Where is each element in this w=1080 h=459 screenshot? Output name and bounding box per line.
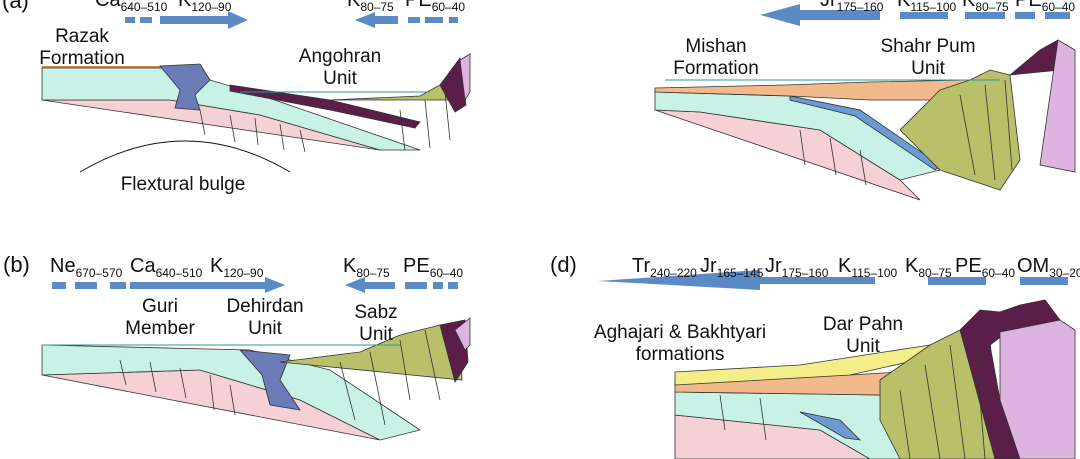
age-range: 165–145 — [717, 266, 764, 280]
age-range: 60–40 — [1042, 0, 1076, 14]
age-range: 115–100 — [910, 0, 956, 14]
age-range: 60–40 — [430, 266, 464, 280]
age-symbol: K — [905, 255, 919, 277]
age-symbol: Jr — [765, 255, 782, 277]
age-symbol: K — [897, 0, 911, 11]
unit-label: Angohran — [299, 46, 381, 67]
section-b — [41, 277, 471, 441]
unit-label: Unit — [359, 324, 394, 345]
age-symbol: PE — [403, 255, 430, 277]
age-range: 80–75 — [356, 266, 390, 280]
unit-label: Aghajari & Bakhtyari — [594, 322, 766, 343]
age-label: PE60–40 — [1015, 0, 1075, 14]
section-a — [41, 11, 471, 173]
unit-label: Member — [125, 318, 195, 339]
age-range: 115–100 — [851, 266, 897, 280]
age-range: 120–90 — [223, 266, 263, 280]
unit-label: Formation — [673, 58, 759, 79]
age-label: Jr175–160 — [765, 255, 829, 280]
unit-label: Unit — [911, 58, 946, 79]
unit-label: Guri — [142, 296, 178, 317]
age-label: K115–100 — [838, 255, 897, 280]
age-label: K80–75 — [962, 0, 1009, 14]
age-symbol: K — [962, 0, 976, 11]
age-symbol: Ca — [95, 0, 121, 11]
age-range: 120–90 — [191, 0, 231, 14]
age-label: OM30–20 — [1017, 255, 1080, 280]
age-symbol: K — [210, 255, 224, 277]
age-label: K80–75 — [347, 0, 394, 14]
age-label: Ca640–510 — [95, 0, 168, 14]
unit-label: Dehirdan — [226, 296, 303, 317]
age-symbol: Ca — [130, 255, 156, 277]
unit-label: Unit — [323, 68, 358, 89]
unit-label: Sabz — [354, 302, 397, 323]
age-range: 80–75 — [918, 266, 952, 280]
age-symbol: PE — [955, 255, 982, 277]
age-symbol: PE — [405, 0, 432, 11]
age-label: K80–75 — [343, 255, 390, 280]
age-range: 60–40 — [432, 0, 466, 14]
age-symbol: Ne — [50, 255, 76, 277]
age-range: 175–160 — [837, 0, 884, 14]
unit-label: Unit — [846, 336, 881, 357]
panel-label: (b) — [3, 252, 30, 277]
age-symbol: K — [838, 255, 852, 277]
unit-label: Dar Pahn — [823, 314, 903, 335]
section-d — [598, 270, 1076, 459]
age-label: Jr175–160 — [820, 0, 884, 14]
age-label: K115–100 — [897, 0, 956, 14]
age-range: 240–220 — [650, 266, 697, 280]
age-range: 80–75 — [360, 0, 394, 14]
age-label: Ca640–510 — [130, 255, 203, 280]
unit-label: Formation — [39, 48, 125, 69]
panel-label: (d) — [550, 252, 577, 277]
age-label: Jr165–145 — [700, 255, 764, 280]
age-label: PE60–40 — [405, 0, 465, 14]
age-range: 30–20 — [1049, 266, 1080, 280]
age-symbol: Jr — [820, 0, 837, 11]
age-range: 175–160 — [782, 266, 829, 280]
age-label: Tr240–220 — [632, 255, 697, 280]
unit-label: Flextural bulge — [121, 174, 246, 195]
age-symbol: Tr — [632, 255, 650, 277]
panel-label: (a) — [2, 0, 29, 13]
age-symbol: K — [347, 0, 361, 11]
age-symbol: OM — [1017, 255, 1049, 277]
age-range: 640–510 — [121, 0, 168, 14]
unit-label: formations — [636, 344, 725, 365]
age-label: PE60–40 — [403, 255, 463, 280]
age-symbol: PE — [1015, 0, 1042, 11]
age-label: K120–90 — [178, 0, 232, 14]
age-symbol: K — [178, 0, 192, 11]
unit-label: Unit — [248, 318, 283, 339]
age-label: K120–90 — [210, 255, 264, 280]
unit-label: Razak — [55, 26, 109, 47]
age-label: Ne670–570 — [50, 255, 123, 280]
age-range: 60–40 — [982, 266, 1016, 280]
age-label: PE60–40 — [955, 255, 1015, 280]
age-symbol: Jr — [700, 255, 717, 277]
age-symbol: K — [343, 255, 357, 277]
unit-label: Shahr Pum — [880, 36, 975, 57]
age-label: K80–75 — [905, 255, 952, 280]
age-range: 80–75 — [975, 0, 1009, 14]
section-c — [654, 4, 1076, 201]
age-range: 640–510 — [156, 266, 203, 280]
age-range: 670–570 — [76, 266, 123, 280]
unit-label: Mishan — [685, 36, 746, 57]
